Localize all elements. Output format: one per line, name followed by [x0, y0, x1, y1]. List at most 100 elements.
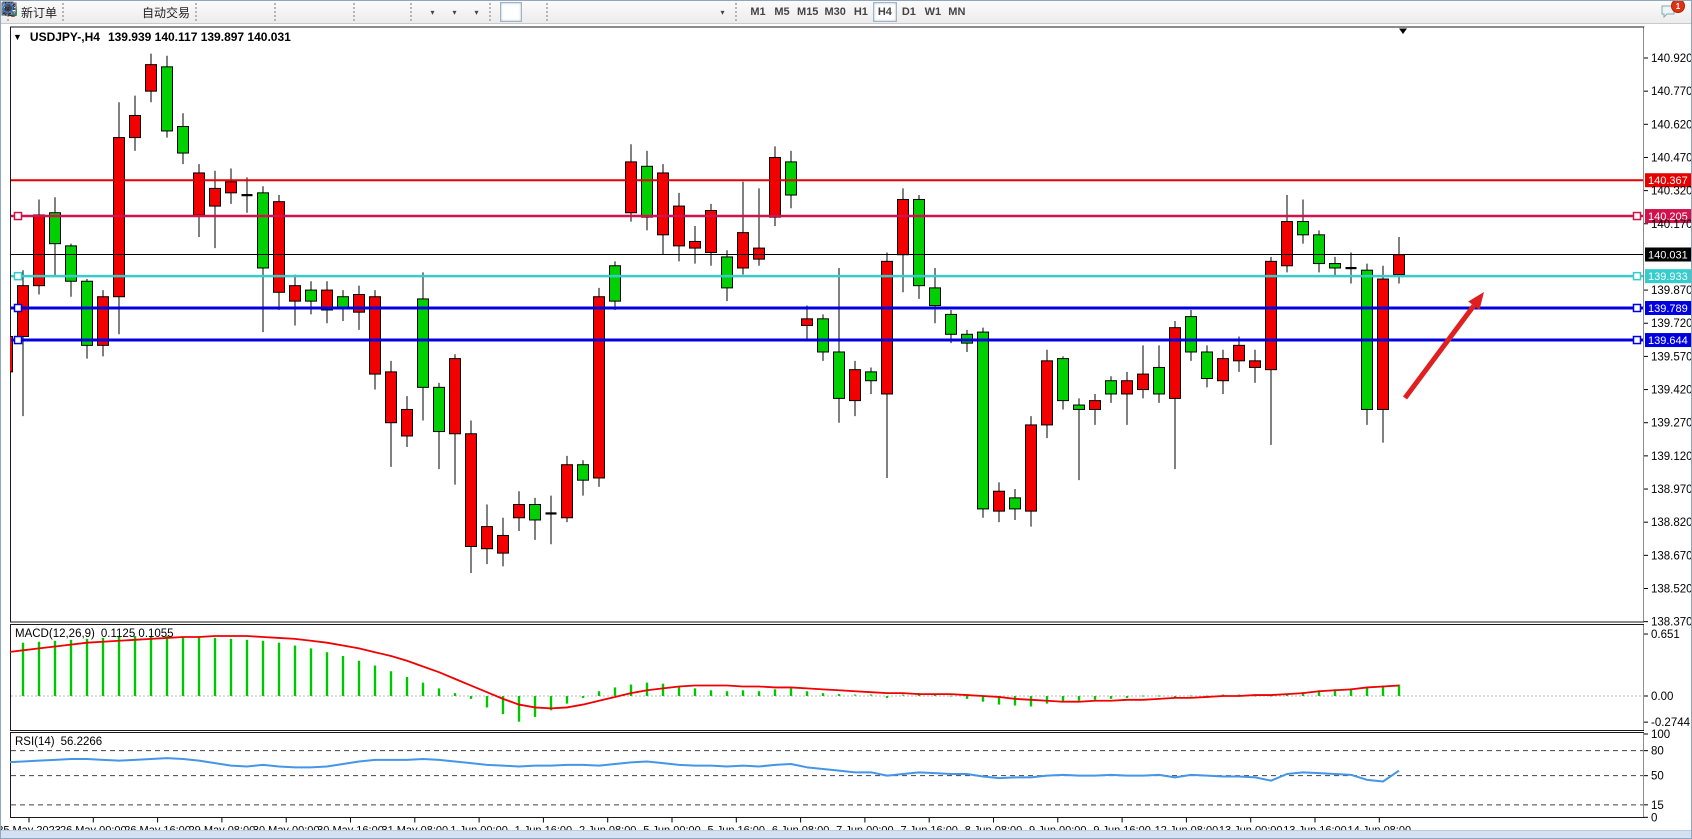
channel-button[interactable]: E [1, 2, 645, 22]
axis-price-flag-text: 139.644 [1648, 335, 1688, 347]
chart-shift-marker[interactable] [1399, 28, 1407, 35]
macd-bar [901, 694, 905, 696]
cursor-button[interactable] [5, 2, 523, 22]
macd-bar [1077, 696, 1081, 701]
auto-scroll-button[interactable] [2, 2, 386, 22]
macd-bar [1237, 694, 1241, 696]
line-chart-button[interactable] [2, 2, 272, 22]
macd-bar [389, 671, 393, 696]
line-handle[interactable] [13, 211, 23, 221]
doji-dash [241, 194, 253, 197]
toolbar-grip[interactable] [410, 3, 419, 21]
autotrading-button[interactable]: 自动交易 [1, 2, 193, 22]
rsi-name: RSI(14) [15, 736, 55, 748]
tile-windows-button[interactable] [1, 2, 351, 22]
candle-body [577, 464, 589, 481]
trendline-button[interactable] [2, 2, 623, 22]
rsi-tick-label: 50 [1651, 771, 1664, 783]
macd-values: 0.1125 0.1055 [100, 628, 174, 640]
line-handle[interactable] [1632, 211, 1642, 221]
price-tick-label: 140.470 [1651, 152, 1692, 164]
shapes-button[interactable]: ▾ [3, 2, 733, 22]
candle-body [737, 232, 749, 269]
label-button[interactable]: T [2, 2, 711, 22]
new-order-button[interactable]: 新订单 [2, 1, 60, 22]
search-button[interactable] [2, 2, 1659, 22]
tab-timeframe-m30[interactable]: M30 [821, 2, 848, 22]
periods-button[interactable]: ▾ [2, 2, 465, 22]
tab-timeframe-h4[interactable]: H4 [872, 2, 897, 22]
toolbar-grip[interactable] [735, 3, 744, 21]
macd-bar [325, 652, 329, 696]
candlestick-chart-button[interactable] [3, 2, 250, 22]
candle-body [417, 298, 429, 388]
toolbar-grip[interactable] [195, 3, 204, 21]
zoom-out-button[interactable] [3, 2, 329, 22]
data-window-button[interactable] [1, 2, 117, 22]
horizontal-line-button[interactable] [2, 2, 601, 22]
candle-body [321, 289, 333, 311]
tab-timeframe-h1[interactable]: H1 [849, 2, 873, 22]
autotrading-label: 自动交易 [142, 5, 191, 20]
candle-body [593, 296, 605, 479]
candle-body [1185, 316, 1197, 353]
toolbar-grip[interactable] [489, 3, 498, 21]
candle-body [913, 198, 925, 287]
zoom-in-button[interactable] [3, 2, 307, 22]
candle-body [1057, 358, 1069, 402]
macd-bar [197, 636, 201, 696]
macd-bar [773, 689, 777, 696]
macd-bar [645, 682, 649, 696]
candle-body [1153, 366, 1165, 395]
macd-bar [661, 683, 665, 696]
toolbar-grip[interactable] [274, 3, 283, 21]
text-button[interactable]: A [4, 2, 689, 22]
tab-timeframe-w1[interactable]: W1 [921, 2, 945, 22]
chart-shift-button[interactable] [3, 2, 408, 22]
bar-chart-button[interactable] [2, 2, 228, 22]
axis-price-flag-text: 140.367 [1648, 175, 1688, 187]
candle-body [769, 156, 781, 218]
rsi-tick-label: 15 [1651, 800, 1664, 812]
line-handle[interactable] [1632, 271, 1642, 281]
axis-price-flag-text: 139.789 [1648, 303, 1688, 315]
tab-timeframe-d1[interactable]: D1 [897, 2, 921, 22]
candle-body [1217, 358, 1229, 382]
templates-button[interactable]: ▾ [1, 2, 487, 22]
market-watch-button[interactable] [1, 1, 95, 22]
candle-body [705, 210, 717, 254]
line-handle[interactable] [13, 271, 23, 281]
line-handle[interactable] [1632, 303, 1642, 313]
candle-body [449, 358, 461, 435]
macd-pane[interactable] [10, 624, 1645, 731]
line-handle[interactable] [1632, 335, 1642, 345]
indicators-button[interactable]: ▾ [1, 2, 443, 22]
macd-bar [117, 636, 121, 696]
macd-bar [821, 693, 825, 696]
rsi-pane[interactable] [10, 732, 1645, 818]
toolbar-grip[interactable] [62, 3, 71, 21]
price-tick-label: 139.720 [1651, 318, 1692, 330]
candle-body [753, 247, 765, 260]
toolbar-grip[interactable] [546, 3, 555, 21]
crosshair-button[interactable] [2, 2, 544, 22]
candle-body [433, 386, 445, 433]
tab-timeframe-mn[interactable]: MN [945, 2, 969, 22]
line-handle[interactable] [13, 335, 23, 345]
candle-body [353, 294, 365, 313]
chat-button[interactable]: 1 [1659, 1, 1685, 22]
price-tick-label: 140.320 [1651, 186, 1692, 198]
trend-arrow[interactable] [1402, 304, 1476, 400]
toolbar-grip[interactable] [353, 3, 362, 21]
navigator-button[interactable] [6, 2, 139, 22]
tab-timeframe-m5[interactable]: M5 [770, 2, 794, 22]
macd-bar [485, 696, 489, 708]
collapse-ohlc-icon[interactable]: ▼ [13, 32, 22, 42]
vertical-line-button[interactable] [8, 2, 579, 22]
candle-body [1297, 221, 1309, 236]
fibonacci-button[interactable]: F [2, 2, 667, 22]
tab-timeframe-m1[interactable]: M1 [746, 2, 770, 22]
tab-timeframe-m15[interactable]: M15 [794, 2, 821, 22]
line-handle[interactable] [13, 303, 23, 313]
